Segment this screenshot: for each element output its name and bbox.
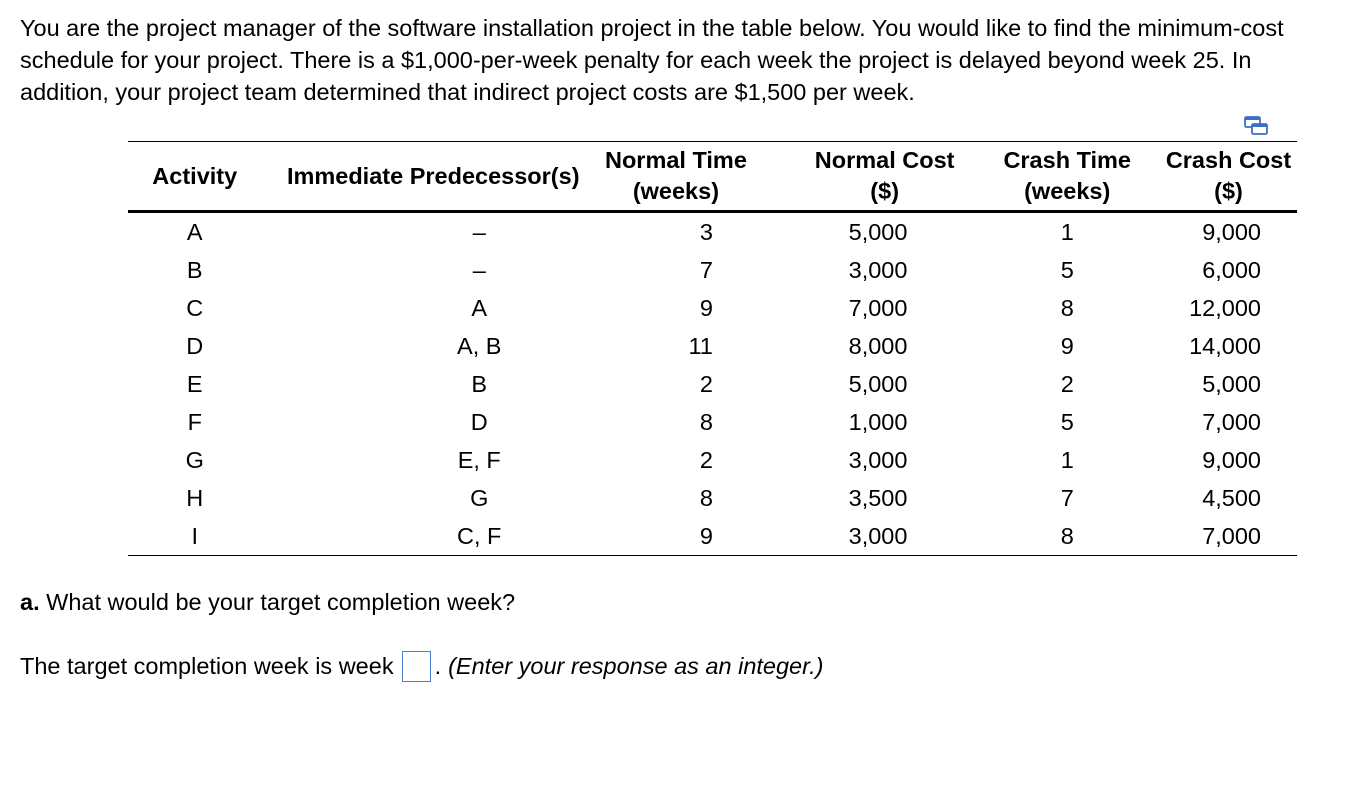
cell-normal-time: 9 <box>604 517 777 556</box>
table-row: C A 9 7,000 8 12,000 <box>128 289 1297 327</box>
cell-crash-cost: 6,000 <box>1202 256 1261 283</box>
cell-normal-cost: 3,500 <box>848 484 908 511</box>
cell-activity: E <box>186 370 203 397</box>
target-week-input[interactable] <box>401 650 431 682</box>
cell-normal-time: 8 <box>699 484 713 511</box>
cell-predecessors: E, F <box>457 446 501 473</box>
cell-normal-time: 7 <box>699 256 713 283</box>
cell-crash-cost: 9,000 <box>1202 446 1261 473</box>
cell-crash-time: 1 <box>1060 218 1074 245</box>
answer-dot: . <box>434 653 442 679</box>
table-row: H G 8 3,500 7 4,500 <box>128 479 1297 517</box>
cell-crash-cost: 14,000 <box>1189 332 1261 359</box>
cell-predecessors: D <box>470 408 488 435</box>
cell-normal-time: 8 <box>699 408 713 435</box>
cell-activity: G <box>185 446 204 473</box>
cell-activity: D <box>186 332 204 359</box>
header-normal-cost: Normal Cost ($) <box>776 141 977 213</box>
table-row: G E, F 2 3,000 1 9,000 <box>128 441 1297 479</box>
cell-crash-time: 7 <box>1060 484 1074 511</box>
cell-normal-time: 2 <box>699 446 713 473</box>
cell-crash-time: 2 <box>1060 370 1074 397</box>
problem-statement: You are the project manager of the softw… <box>20 15 1284 105</box>
cell-normal-cost: 7,000 <box>848 294 908 321</box>
table-row: D A, B 11 8,000 9 14,000 <box>128 327 1297 365</box>
cell-predecessors: A <box>471 294 488 321</box>
cell-activity: B <box>186 256 203 283</box>
header-normal-time: Normal Time (weeks) <box>604 141 777 213</box>
cell-crash-cost: 9,000 <box>1202 218 1261 245</box>
activity-table: Activity Immediate Predecessor(s) Normal… <box>128 141 1297 556</box>
header-crash-time: Crash Time (weeks) <box>976 141 1153 213</box>
question-text: What would be your target completion wee… <box>39 589 516 615</box>
table-header-row: Activity Immediate Predecessor(s) Normal… <box>128 141 1297 213</box>
cell-crash-cost: 12,000 <box>1189 294 1261 321</box>
cell-crash-time: 1 <box>1060 446 1074 473</box>
cell-normal-cost: 5,000 <box>848 218 908 245</box>
cell-predecessors: A, B <box>457 332 502 359</box>
table-row: E B 2 5,000 2 5,000 <box>128 365 1297 403</box>
header-crash-cost: Crash Cost ($) <box>1152 141 1297 213</box>
cell-activity: A <box>186 218 203 245</box>
cell-activity: H <box>186 484 204 511</box>
table-row: I C, F 9 3,000 8 7,000 <box>128 517 1297 556</box>
answer-prefix: The target completion week is week <box>20 653 394 679</box>
cell-predecessors: C, F <box>261 517 605 556</box>
cell-predecessors: – <box>472 256 486 283</box>
table-row: B – 7 3,000 5 6,000 <box>128 251 1297 289</box>
cell-predecessors: – <box>472 218 486 245</box>
cell-activity: I <box>128 517 262 556</box>
table-row: F D 8 1,000 5 7,000 <box>128 403 1297 441</box>
cell-activity: C <box>186 294 204 321</box>
cell-normal-time: 3 <box>699 218 713 245</box>
cell-crash-time: 5 <box>1060 408 1074 435</box>
question-label: a. <box>20 589 40 615</box>
cell-activity: F <box>187 408 202 435</box>
cell-crash-time: 8 <box>976 517 1153 556</box>
header-activity: Activity <box>128 141 262 213</box>
cell-crash-time: 9 <box>1060 332 1074 359</box>
header-predecessors: Immediate Predecessor(s) <box>261 141 605 213</box>
cell-normal-time: 2 <box>699 370 713 397</box>
cell-crash-cost: 7,000 <box>1202 408 1261 435</box>
cell-normal-time: 9 <box>699 294 713 321</box>
cell-crash-cost: 4,500 <box>1202 484 1261 511</box>
cell-normal-cost: 8,000 <box>848 332 908 359</box>
cell-predecessors: G <box>470 484 489 511</box>
cell-normal-cost: 1,000 <box>848 408 908 435</box>
cell-crash-time: 8 <box>1060 294 1074 321</box>
question-a: a. What would be your target completion … <box>20 586 515 618</box>
answer-line: The target completion week is week . (En… <box>20 649 823 683</box>
answer-hint: (Enter your response as an integer.) <box>448 653 824 679</box>
cell-normal-cost: 3,000 <box>848 446 908 473</box>
cell-normal-cost: 3,000 <box>848 256 908 283</box>
copy-to-clipboard-icon[interactable] <box>1244 116 1268 136</box>
cell-crash-time: 5 <box>1060 256 1074 283</box>
cell-crash-cost: 7,000 <box>1152 517 1297 556</box>
cell-predecessors: B <box>471 370 488 397</box>
cell-normal-cost: 5,000 <box>848 370 908 397</box>
cell-crash-cost: 5,000 <box>1202 370 1261 397</box>
table-row: A – 3 5,000 1 9,000 <box>128 212 1297 252</box>
cell-normal-time: 11 <box>688 332 713 359</box>
cell-normal-cost: 3,000 <box>776 517 977 556</box>
